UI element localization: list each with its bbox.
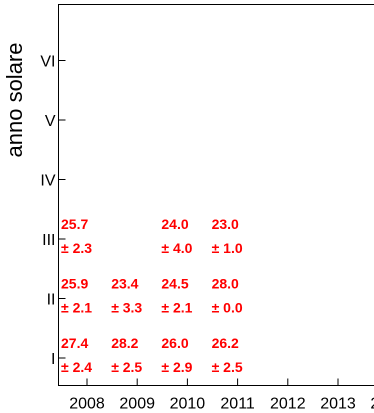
cell-error: ± 0.0: [212, 300, 243, 316]
y-tick-label: II: [47, 292, 56, 309]
x-ticks: 2008 2009 2010 2011 2012 2013 2014: [69, 378, 374, 413]
y-tick-label: III: [42, 232, 55, 249]
x-tick-label: 2008: [69, 396, 105, 413]
cell-value: 23.0: [212, 216, 239, 232]
cell-value: 24.5: [161, 276, 188, 292]
cell-error: ± 3.3: [111, 300, 142, 316]
plot-frame: [58, 4, 374, 386]
cell-value: 26.2: [212, 335, 239, 351]
x-tick-label: 2009: [119, 396, 155, 413]
cell-error: ± 1.0: [212, 240, 243, 256]
y-tick-label: V: [45, 113, 56, 130]
cell-value: 23.4: [111, 276, 138, 292]
x-tick-label: 2012: [270, 396, 306, 413]
cell-value: 28.0: [212, 276, 239, 292]
cell-error: ± 2.4: [61, 359, 92, 375]
cell-error: ± 4.0: [161, 240, 192, 256]
cell-error: ± 2.3: [61, 240, 92, 256]
y-tick-label: I: [51, 351, 55, 368]
y-tick-label: VI: [40, 54, 55, 71]
x-tick-label: 2014: [370, 396, 374, 413]
cell-value: 24.0: [161, 216, 188, 232]
cell-error: ± 2.1: [161, 300, 192, 316]
cell-value: 27.4: [61, 335, 88, 351]
cell-value: 25.9: [61, 276, 88, 292]
cell-error: ± 2.9: [161, 359, 192, 375]
x-tick-label: 2013: [320, 396, 356, 413]
cells: 27.4 ± 2.4 28.2 ± 2.5 26.0 ± 2.9 26.2 ± 2.5 25.9…: [61, 216, 243, 375]
cell-value: 28.2: [111, 335, 138, 351]
cell-value: 25.7: [61, 216, 88, 232]
cell-value: 26.0: [161, 335, 188, 351]
x-tick-label: 2011: [220, 396, 255, 413]
y-tick-label: IV: [40, 173, 55, 190]
cell-error: ± 2.1: [61, 300, 92, 316]
y-axis-label: anno solare: [2, 43, 27, 158]
cell-error: ± 2.5: [212, 359, 243, 375]
x-tick-label: 2010: [170, 396, 206, 413]
cell-error: ± 2.5: [111, 359, 142, 375]
